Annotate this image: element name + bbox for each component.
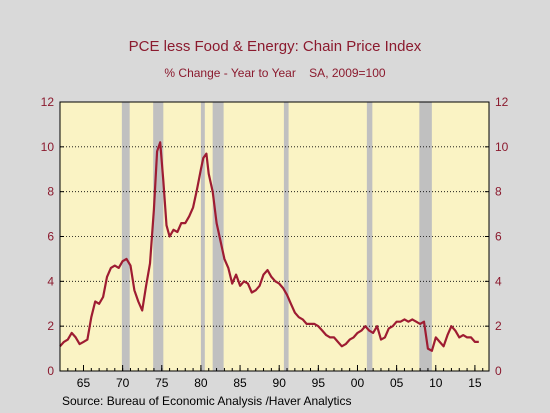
recession-bar xyxy=(153,102,164,371)
y-tick-label-left: 10 xyxy=(41,140,55,154)
y-tick-label-left: 0 xyxy=(47,364,54,378)
x-tick-label: 10 xyxy=(429,376,443,390)
recession-bar xyxy=(283,102,289,371)
x-tick-label: 80 xyxy=(194,376,208,390)
x-tick-label: 75 xyxy=(155,376,169,390)
x-tick-label: 90 xyxy=(273,376,287,390)
x-tick-label: 00 xyxy=(351,376,365,390)
x-tick-label: 15 xyxy=(468,376,482,390)
y-tick-label-left: 4 xyxy=(47,274,54,288)
recession-bar xyxy=(121,102,130,371)
recession-bar xyxy=(419,102,432,371)
y-tick-label-right: 2 xyxy=(495,319,502,333)
chart-title: PCE less Food & Energy: Chain Price Inde… xyxy=(128,38,422,55)
recession-bar xyxy=(200,102,205,371)
chart-source: Source: Bureau of Economic Analysis /Hav… xyxy=(62,394,352,408)
x-tick-label: 70 xyxy=(116,376,130,390)
y-tick-label-right: 0 xyxy=(495,364,502,378)
y-tick-label-right: 12 xyxy=(495,95,509,109)
y-tick-label-right: 8 xyxy=(495,185,502,199)
y-tick-label-left: 8 xyxy=(47,185,54,199)
y-tick-label-left: 12 xyxy=(41,95,55,109)
chart-subtitle: % Change - Year to Year SA, 2009=100 xyxy=(164,66,386,80)
y-tick-label-right: 4 xyxy=(495,274,502,288)
x-tick-label: 05 xyxy=(390,376,404,390)
series-line xyxy=(59,141,479,352)
x-tick-label: 85 xyxy=(233,376,247,390)
y-tick-label-left: 2 xyxy=(47,319,54,333)
x-tick-label: 95 xyxy=(312,376,326,390)
y-tick-label-right: 10 xyxy=(495,140,509,154)
x-tick-label: 65 xyxy=(77,376,91,390)
y-tick-label-right: 6 xyxy=(495,230,502,244)
recession-bar xyxy=(212,102,224,371)
y-tick-label-left: 6 xyxy=(47,230,54,244)
